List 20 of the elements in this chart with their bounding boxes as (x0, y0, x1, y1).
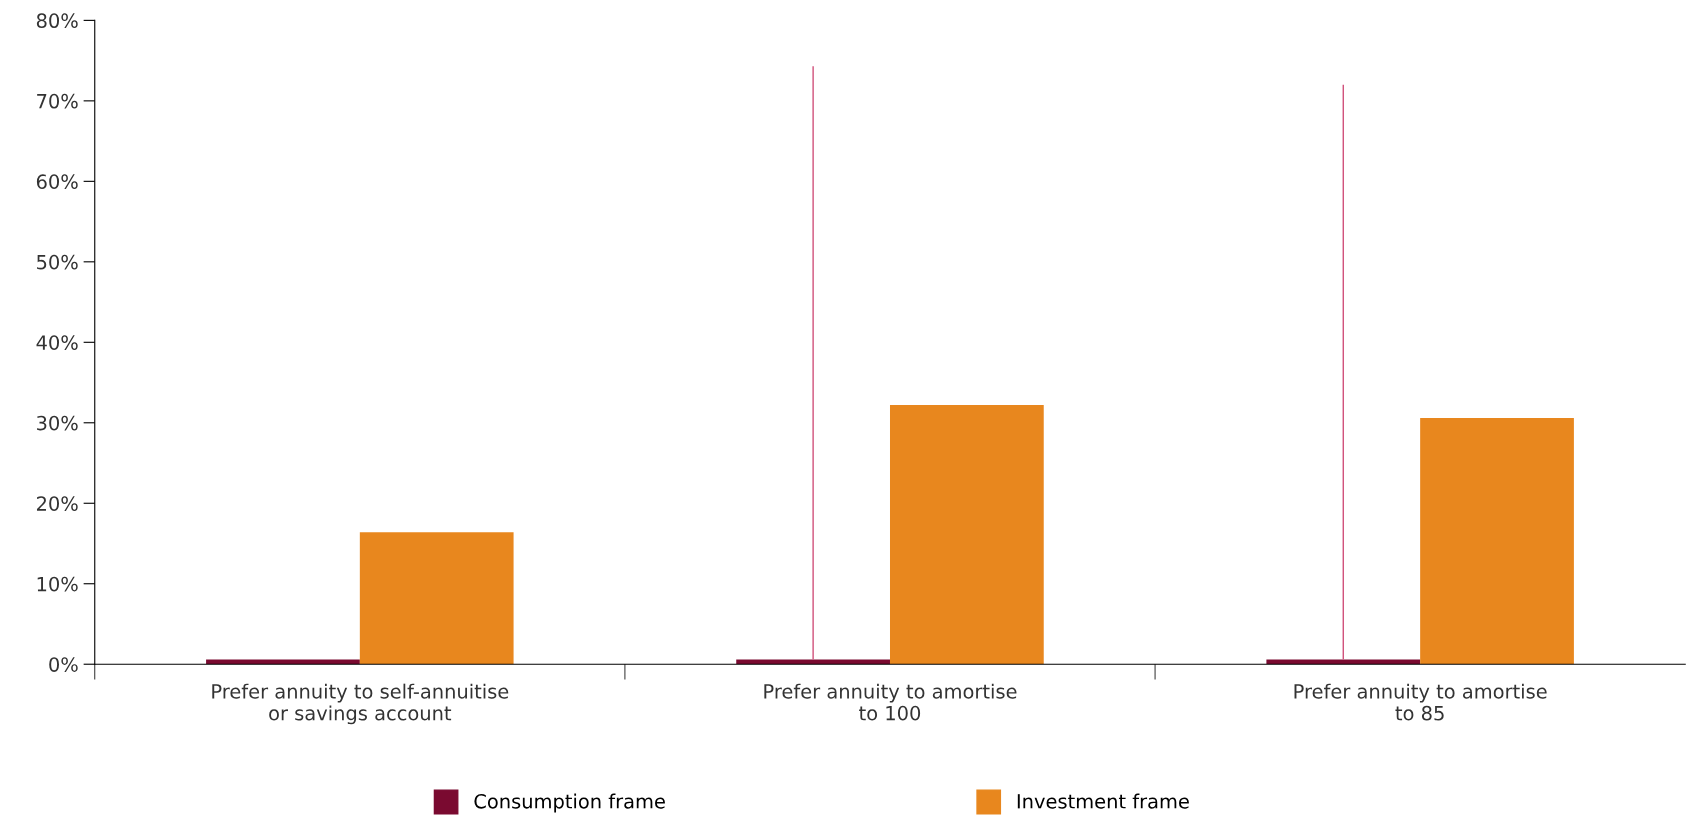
bar (736, 659, 890, 665)
bar (889, 405, 1044, 665)
x-tick-label: Prefer annuity to amortise to 100 (764, 683, 1017, 721)
y-tick-label: 60% (36, 174, 78, 189)
bar (359, 532, 514, 665)
y-tick-label: 50% (37, 254, 78, 270)
bar (206, 659, 360, 665)
y-tick-label: 30% (37, 415, 78, 431)
y-tick-label: 80% (36, 13, 78, 29)
y-tick-label: 0% (49, 657, 78, 672)
bar (1266, 659, 1421, 665)
x-tick-label: Prefer annuity to amortise to 85 (1294, 683, 1547, 721)
y-tick-label: 40% (36, 335, 78, 350)
y-tick-label: 20% (36, 496, 78, 511)
y-tick-label: 70% (37, 93, 78, 109)
legend-label: Investment frame (1017, 793, 1189, 809)
bar (1420, 417, 1574, 665)
x-tick-label: Prefer annuity to self-annuitise or savings account (212, 683, 509, 725)
legend-label: Consumption frame (474, 793, 665, 813)
y-tick-label: 10% (37, 576, 78, 592)
